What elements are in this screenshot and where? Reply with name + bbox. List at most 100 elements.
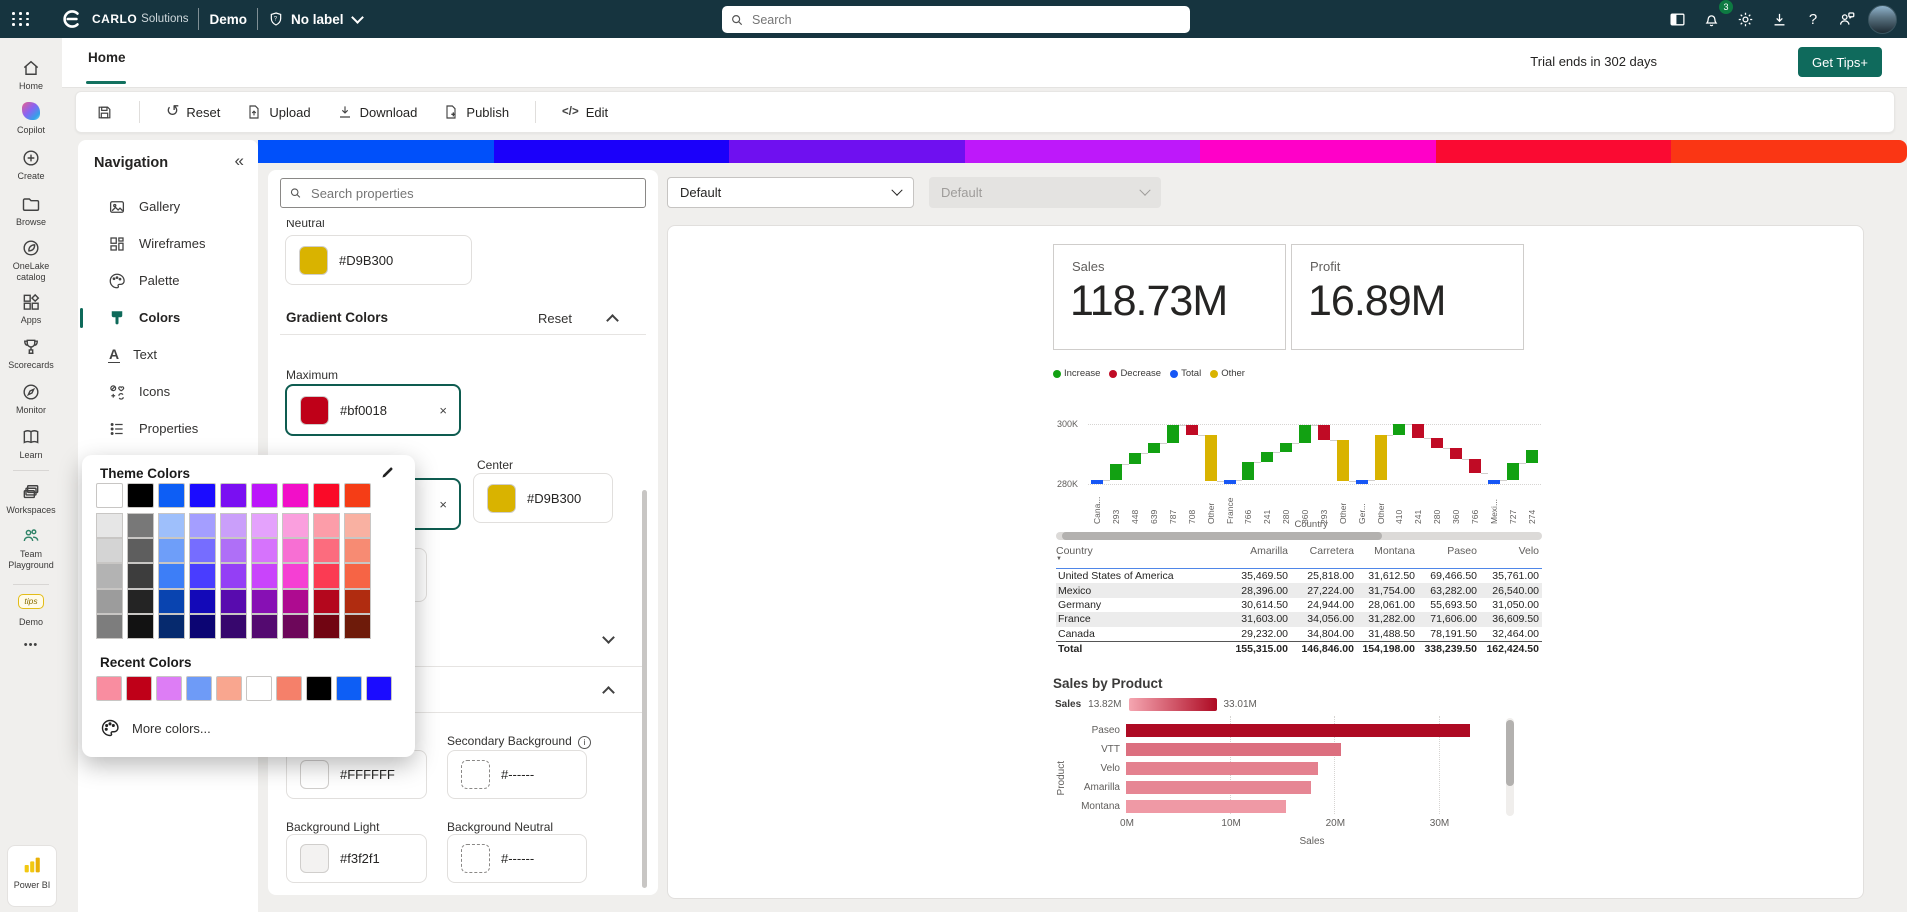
notifications-bell-icon[interactable]: 3 <box>1694 0 1734 34</box>
chevron-down-icon[interactable] <box>350 11 364 24</box>
theme-color-swatch[interactable] <box>158 483 185 508</box>
theme-color-swatch[interactable] <box>313 483 340 508</box>
rail-item-learn[interactable]: Learn <box>0 427 62 461</box>
nav-item-properties[interactable]: Properties <box>78 410 258 447</box>
theme-color-variant-swatch[interactable] <box>313 588 340 614</box>
rail-item-workspaces[interactable]: Workspaces <box>0 482 62 516</box>
waterfall-bar[interactable] <box>1525 450 1538 463</box>
rail-item-demo[interactable]: tips Demo <box>0 594 62 628</box>
waterfall-bar[interactable] <box>1506 463 1519 481</box>
table-column-header[interactable]: Amarilla <box>1250 545 1288 557</box>
color-swatch[interactable] <box>300 844 329 873</box>
waterfall-bar[interactable] <box>1223 480 1236 484</box>
table-column-header[interactable]: Country ▼ <box>1056 544 1228 569</box>
theme-color-variant-swatch[interactable] <box>251 588 278 614</box>
theme-color-variant-swatch[interactable] <box>96 538 123 564</box>
recent-color-swatch[interactable] <box>276 676 302 701</box>
theme-color-variant-swatch[interactable] <box>158 563 185 589</box>
theme-color-variant-swatch[interactable] <box>313 613 340 639</box>
download-icon[interactable] <box>1762 4 1796 34</box>
settings-gear-icon[interactable] <box>1728 4 1762 34</box>
waterfall-bar[interactable] <box>1185 424 1198 436</box>
theme-color-variant-swatch[interactable] <box>220 563 247 589</box>
kpi-card-sales[interactable]: Sales 118.73M <box>1053 244 1286 350</box>
neutral-color-field[interactable]: #D9B300 <box>285 235 472 285</box>
theme-color-swatch[interactable] <box>282 483 309 508</box>
workspace-name[interactable]: Demo <box>209 11 247 27</box>
rail-item-power-bi[interactable]: Power BI <box>7 845 57 907</box>
product-bar[interactable] <box>1126 762 1318 775</box>
nav-item-wireframes[interactable]: Wireframes <box>78 225 258 262</box>
rail-item-onelake[interactable]: OneLake catalog <box>0 238 62 282</box>
theme-color-variant-swatch[interactable] <box>344 563 371 589</box>
theme-color-variant-swatch[interactable] <box>220 588 247 614</box>
theme-color-variant-swatch[interactable] <box>282 538 309 564</box>
color-swatch[interactable] <box>487 483 516 513</box>
waterfall-bar[interactable] <box>1148 442 1161 454</box>
waterfall-bar[interactable] <box>1280 443 1293 453</box>
theme-color-variant-swatch[interactable] <box>127 513 154 539</box>
waterfall-bar[interactable] <box>1355 480 1368 484</box>
theme-color-variant-swatch[interactable] <box>189 563 216 589</box>
theme-color-variant-swatch[interactable] <box>313 563 340 589</box>
theme-color-variant-swatch[interactable] <box>282 513 309 539</box>
recent-color-swatch[interactable] <box>186 676 212 701</box>
theme-color-variant-swatch[interactable] <box>344 513 371 539</box>
edit-pencil-icon[interactable] <box>380 465 395 480</box>
recent-color-swatch[interactable] <box>336 676 362 701</box>
search-input[interactable] <box>750 11 1182 28</box>
waterfall-bar[interactable] <box>1374 435 1387 481</box>
waterfall-bar[interactable] <box>1412 424 1425 439</box>
waterfall-bar[interactable] <box>1204 435 1217 482</box>
rail-item-browse[interactable]: Browse <box>0 194 62 228</box>
maximum-color-field[interactable]: #bf0018 × <box>285 384 461 436</box>
theme-color-variant-swatch[interactable] <box>158 613 185 639</box>
waterfall-bar[interactable] <box>1110 463 1123 481</box>
waffle-menu-icon[interactable] <box>12 12 30 26</box>
theme-color-variant-swatch[interactable] <box>313 513 340 539</box>
table-row[interactable]: United States of America 35,469.50 25,818.… <box>1058 570 1539 583</box>
waterfall-bar[interactable] <box>1431 438 1444 448</box>
rail-item-scorecards[interactable]: Scorecards <box>0 337 62 371</box>
sensitivity-label[interactable]: No label <box>291 11 344 27</box>
info-icon[interactable]: i <box>578 736 592 749</box>
theme-color-swatch[interactable] <box>96 483 123 508</box>
edit-button[interactable]: </> Edit <box>562 104 609 120</box>
theme-color-variant-swatch[interactable] <box>189 613 216 639</box>
properties-search[interactable] <box>280 178 646 208</box>
country-sales-table[interactable]: Country ▼ Amarilla Carretera Montana Paseo Vel… <box>1056 544 1542 656</box>
user-avatar[interactable] <box>1868 4 1897 34</box>
product-bar[interactable] <box>1126 800 1287 813</box>
empty-color-swatch[interactable] <box>461 844 490 873</box>
theme-color-variant-swatch[interactable] <box>251 513 278 539</box>
table-row[interactable]: Germany 30,614.50 24,944.00 28,061.00 55,693… <box>1058 598 1539 611</box>
waterfall-bar[interactable] <box>1242 462 1255 481</box>
theme-color-variant-swatch[interactable] <box>344 588 371 614</box>
recent-color-swatch[interactable] <box>366 676 392 701</box>
scrollbar-thumb[interactable] <box>1062 532 1382 540</box>
collapse-section-icon[interactable] <box>602 686 615 699</box>
theme-color-variant-swatch[interactable] <box>344 613 371 639</box>
theme-color-swatch[interactable] <box>220 483 247 508</box>
theme-color-variant-swatch[interactable] <box>282 563 309 589</box>
nav-item-text[interactable]: A Text <box>108 345 157 363</box>
reset-button[interactable]: ↺ Reset <box>166 103 221 120</box>
help-icon[interactable]: ? <box>1808 10 1818 28</box>
theme-color-variant-swatch[interactable] <box>158 588 185 614</box>
color-swatch[interactable] <box>299 245 328 275</box>
download-button[interactable]: Download <box>337 104 417 120</box>
waterfall-bar[interactable] <box>1299 425 1312 444</box>
product-bar[interactable] <box>1126 724 1470 737</box>
rail-item-copilot[interactable]: Copilot <box>0 102 62 136</box>
upload-button[interactable]: Upload <box>246 104 311 120</box>
theme-color-variant-swatch[interactable] <box>251 538 278 564</box>
waterfall-bar[interactable] <box>1317 425 1330 440</box>
table-column-header[interactable]: Velo <box>1518 545 1539 557</box>
waterfall-bar[interactable] <box>1393 424 1406 436</box>
product-chart-v-scrollbar[interactable] <box>1506 718 1514 816</box>
theme-color-variant-swatch[interactable] <box>158 538 185 564</box>
nav-item-palette[interactable]: Palette <box>78 262 258 299</box>
theme-color-variant-swatch[interactable] <box>189 538 216 564</box>
rail-item-apps[interactable]: Apps <box>0 292 62 326</box>
product-bar[interactable] <box>1126 743 1341 756</box>
